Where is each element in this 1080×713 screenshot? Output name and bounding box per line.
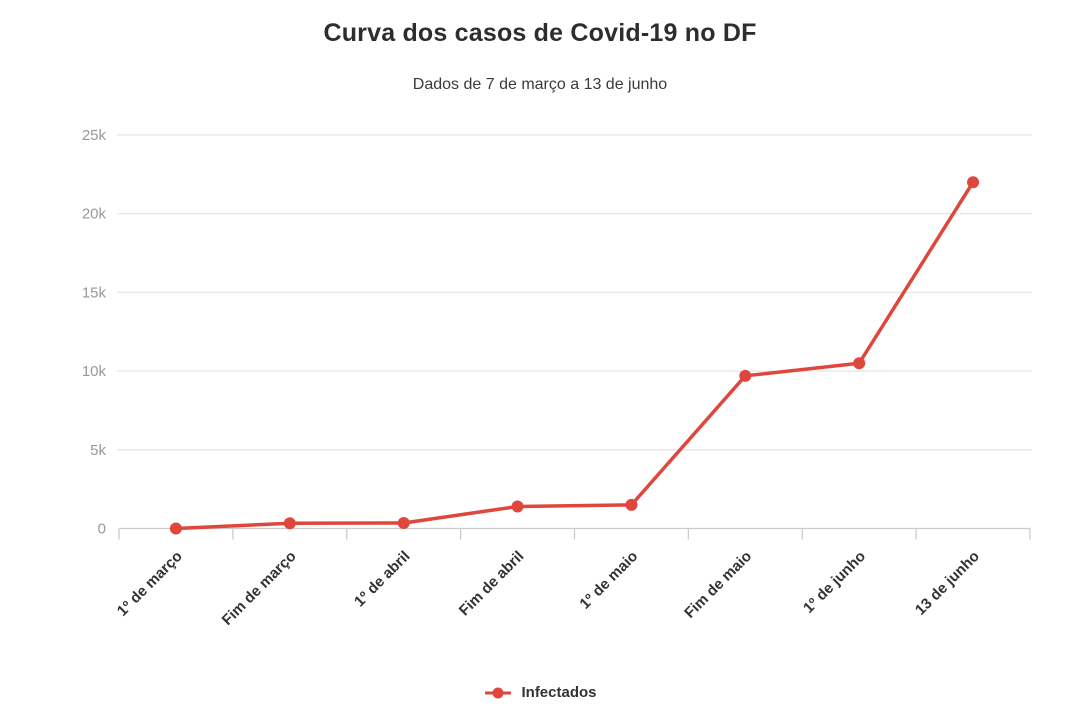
legend: Infectados	[0, 684, 1080, 701]
x-axis-tick-label: Fim de abril	[456, 548, 528, 620]
data-point[interactable]	[625, 498, 638, 511]
data-point[interactable]	[169, 522, 182, 535]
data-point[interactable]	[853, 357, 866, 370]
series-line-infectados	[174, 180, 975, 531]
y-axis-tick-label: 20k	[82, 206, 107, 223]
x-axis-tick-label: Fim de maio	[681, 548, 755, 622]
y-axis-tick-label: 0	[98, 521, 106, 538]
y-axis-tick-label: 25k	[82, 127, 107, 144]
data-point[interactable]	[283, 517, 296, 530]
x-axis-tick-label: 1º de junho	[800, 548, 869, 617]
y-axis-tick-label: 10k	[82, 363, 107, 380]
data-point[interactable]	[511, 500, 524, 513]
x-axis-tick-label: 1º de março	[114, 548, 186, 620]
y-axis-tick-label: 5k	[90, 442, 106, 459]
y-axis-tick-label: 15k	[82, 284, 107, 301]
chart-subtitle: Dados de 7 de março a 13 de junho	[412, 76, 668, 93]
x-axis-tick-label: 1º de abril	[351, 548, 413, 610]
x-axis-tick-label: 13 de junho	[912, 548, 983, 619]
chart-title: Curva dos casos de Covid-19 no DF	[323, 19, 757, 47]
x-axis-tick-label: Fim de março	[219, 548, 300, 629]
series-marker-icon	[485, 687, 512, 698]
data-point[interactable]	[967, 176, 980, 189]
legend-item-infectados[interactable]: Infectados	[483, 684, 597, 701]
x-axis-tick-label: 1º de maio	[576, 548, 641, 613]
data-point[interactable]	[739, 369, 752, 382]
data-point[interactable]	[397, 516, 410, 529]
legend-series-label: Infectados	[521, 684, 597, 701]
